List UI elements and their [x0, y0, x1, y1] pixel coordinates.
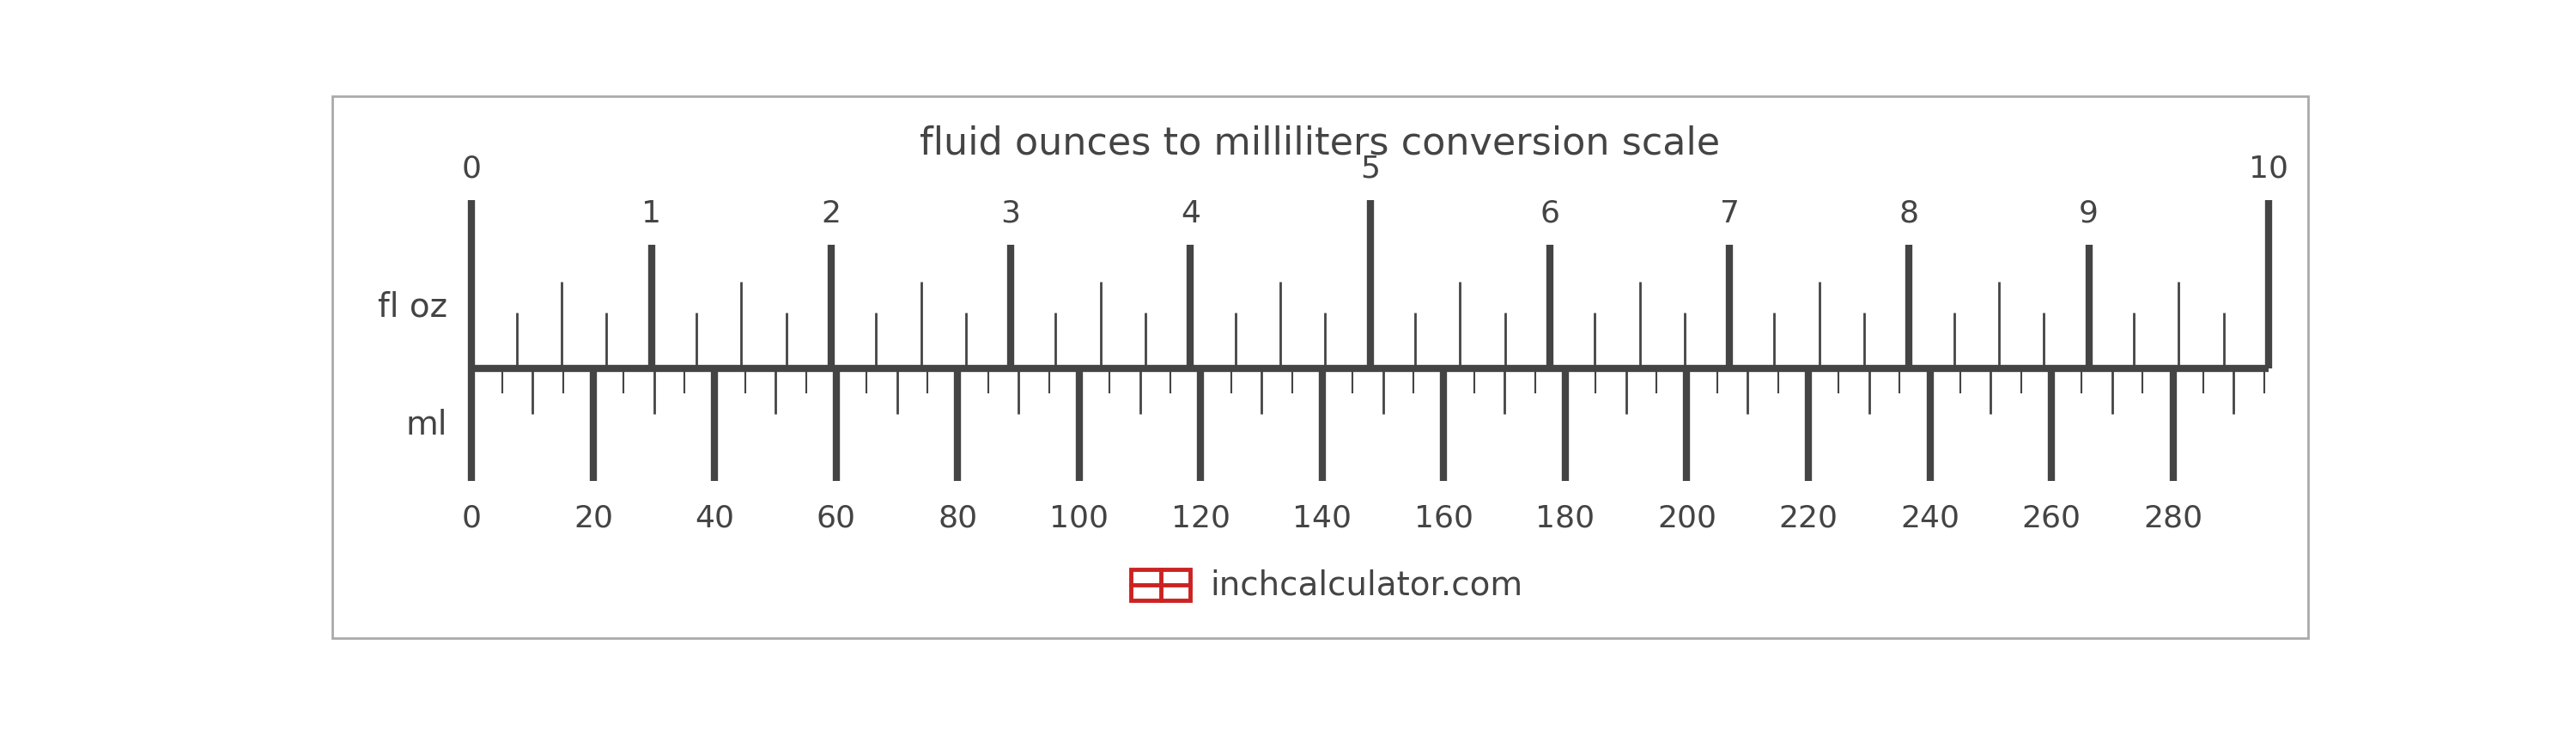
Text: 180: 180: [1535, 504, 1595, 533]
Text: 220: 220: [1780, 504, 1839, 533]
Text: 3: 3: [1002, 199, 1020, 228]
Text: inchcalculator.com: inchcalculator.com: [1211, 569, 1522, 602]
Text: ml: ml: [407, 409, 448, 441]
Text: fl oz: fl oz: [379, 291, 448, 323]
Text: 1: 1: [641, 199, 662, 228]
Text: 200: 200: [1656, 504, 1716, 533]
Text: 9: 9: [2079, 199, 2099, 228]
Text: 10: 10: [2249, 154, 2287, 183]
Text: 60: 60: [817, 504, 855, 533]
Text: 140: 140: [1293, 504, 1352, 533]
Text: 40: 40: [696, 504, 734, 533]
Text: 80: 80: [938, 504, 976, 533]
Text: 5: 5: [1360, 154, 1381, 183]
Text: 100: 100: [1048, 504, 1108, 533]
Text: 160: 160: [1414, 504, 1473, 533]
Text: 4: 4: [1180, 199, 1200, 228]
Bar: [1131, 569, 1190, 601]
Text: 8: 8: [1899, 199, 1919, 228]
Text: 120: 120: [1172, 504, 1231, 533]
Text: 6: 6: [1540, 199, 1558, 228]
Text: 2: 2: [822, 199, 840, 228]
Text: fluid ounces to milliliters conversion scale: fluid ounces to milliliters conversion s…: [920, 126, 1721, 162]
Text: 260: 260: [2022, 504, 2081, 533]
Text: 280: 280: [2143, 504, 2202, 533]
Text: 240: 240: [1901, 504, 1960, 533]
Text: 20: 20: [574, 504, 613, 533]
Text: 7: 7: [1721, 199, 1739, 228]
Text: 0: 0: [461, 154, 482, 183]
Text: 0: 0: [461, 504, 482, 533]
